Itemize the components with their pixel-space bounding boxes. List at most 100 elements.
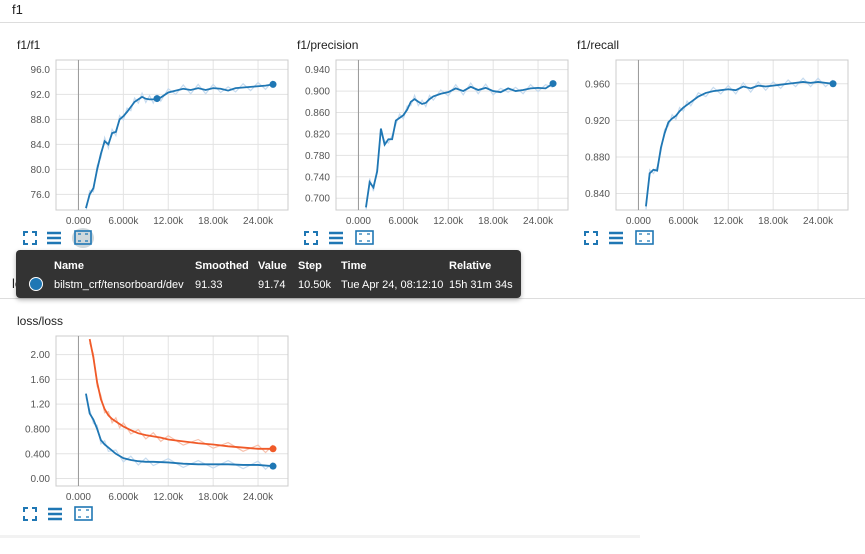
fit-domain-icon [355,230,374,245]
tooltip-time: Tue Apr 24, 08:12:10 [341,279,444,291]
y-tick-label: 0.940 [305,65,330,76]
raw-line [85,80,274,210]
y-tick-label: 2.00 [31,350,51,361]
end-point [549,80,557,88]
grid [336,60,568,210]
y-tick-label: 0.920 [585,116,610,127]
y-tick-label: 0.820 [305,129,330,140]
chart-loss-loss[interactable]: 0.00 0.400 0.800 1.20 1.60 2.00 0.000 6.000k 12.… [12,332,292,522]
expand-icon [23,231,37,245]
x-tick-label: 12.00k [153,492,184,503]
tooltip-run-name: bilstm_crf/tensorboard/dev [54,279,184,291]
tooltip-header-smoothed: Smoothed [195,260,249,272]
smoothed-line [85,393,274,468]
tooltip-step: 10.50k [298,279,332,291]
tooltip-header-name: Name [54,260,84,272]
chart-card-f1-recall: f1/recall 0.840 0.880 0.920 0.960 0.000 6.000… [572,38,852,278]
x-tick-label: 0.000 [66,492,91,503]
fit-domain-button[interactable] [634,229,656,247]
series-0 [88,338,274,454]
x-tick-label: 12.00k [713,216,744,227]
tooltip-header-step: Step [298,260,322,272]
fit-domain-icon [74,230,92,245]
expand-button[interactable] [303,230,319,246]
bottom-strip [0,535,640,538]
end-point [269,445,277,453]
tooltip-value: 91.74 [258,279,286,291]
y-tick-label: 0.960 [585,79,610,90]
smoothed-line [88,338,274,450]
y-tick-label: 76.0 [31,190,51,201]
y-tick-label: 0.740 [305,172,330,183]
series-0 [365,81,554,210]
x-tick-label: 18.00k [478,216,509,227]
chart-card-f1-precision: f1/precision 0.700 0.740 0.780 0.820 0.860 0.… [292,38,572,278]
chart-title: f1/recall [577,38,620,52]
y-tick-label: 0.800 [25,424,50,435]
chart-title: f1/f1 [17,38,41,52]
x-tick-label: 18.00k [198,216,229,227]
x-tick-label: 0.000 [66,216,91,227]
y-tick-label: 88.0 [31,115,51,126]
y-tick-label: 0.400 [25,449,50,460]
expand-icon [584,231,598,245]
x-tick-label: 24.00k [243,492,274,503]
tooltip-header-time: Time [341,260,367,272]
x-tick-label: 12.00k [153,216,184,227]
toggle-log-scale-button[interactable] [328,230,344,246]
plot-border [615,59,849,211]
list-icon [609,231,623,245]
x-tick-label: 6.000k [388,216,419,227]
plot-border [55,335,289,487]
chart-title: loss/loss [17,314,64,328]
tooltip-header-relative: Relative [449,260,492,272]
tooltip-smoothed-value: 91.33 [195,279,223,291]
series-0 [645,77,834,210]
y-tick-label: 0.700 [305,194,330,205]
x-tick-label: 12.00k [433,216,464,227]
chart-f1-precision[interactable]: 0.700 0.740 0.780 0.820 0.860 0.900 0.940 0.000… [292,56,572,246]
expand-button[interactable] [22,230,38,246]
expand-icon [304,231,318,245]
fit-domain-icon [635,230,654,245]
series-0 [85,80,274,210]
smoothed-line [365,82,554,208]
y-tick-label: 96.0 [31,65,51,76]
y-tick-label: 92.0 [31,90,51,101]
plot-border [55,59,289,211]
list-icon [329,231,343,245]
expand-button[interactable] [22,506,38,522]
fit-domain-icon [74,506,93,521]
x-tick-label: 0.000 [346,216,371,227]
chart-f1-f1[interactable]: 76.0 80.0 84.0 88.0 92.0 96.0 0.000 6.000k 12.00… [12,56,292,246]
x-tick-label: 24.00k [243,216,274,227]
end-point [829,80,837,88]
y-tick-label: 0.880 [585,152,610,163]
tooltip-relative: 15h 31m 34s [449,279,513,291]
y-tick-label: 80.0 [31,165,51,176]
section-header-f1[interactable]: f1 [0,0,865,23]
chart-f1-recall[interactable]: 0.840 0.880 0.920 0.960 0.000 6.000k 12.00k 18.… [572,56,852,246]
grid [56,60,288,210]
toggle-log-scale-button[interactable] [47,506,63,522]
raw-line [89,342,274,454]
chart-tooltip: Name Smoothed Value Step Time Relative b… [16,250,521,298]
x-tick-label: 24.00k [803,216,834,227]
end-point [269,462,277,470]
fit-domain-button[interactable] [354,229,376,247]
list-icon [48,507,62,521]
list-icon [47,231,61,245]
fit-domain-button[interactable] [72,228,94,248]
y-tick-label: 0.900 [305,87,330,98]
smoothed-line [645,81,834,207]
plot-border [335,59,569,211]
x-tick-label: 18.00k [758,216,789,227]
series-1 [85,393,274,471]
tooltip-header-value: Value [258,260,287,272]
toggle-log-scale-button[interactable] [608,230,624,246]
expand-button[interactable] [583,230,599,246]
toggle-log-scale-button[interactable] [46,230,62,246]
fit-domain-button[interactable] [73,505,95,523]
y-tick-label: 84.0 [31,140,51,151]
x-tick-label: 6.000k [108,492,139,503]
